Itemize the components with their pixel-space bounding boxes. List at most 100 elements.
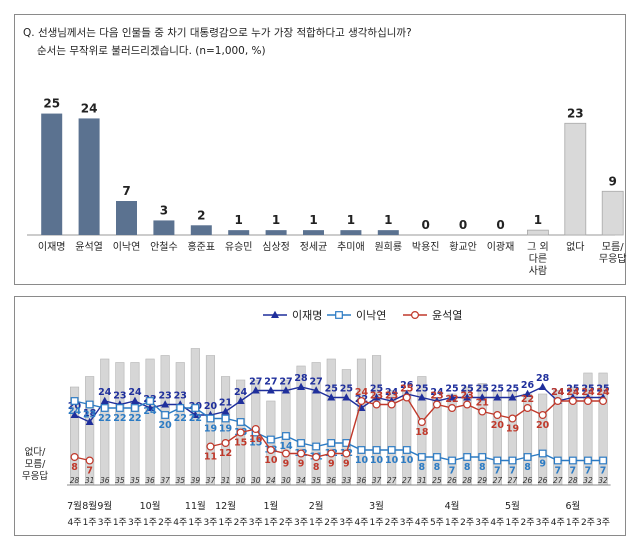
series-1-label-2: 18	[83, 408, 97, 419]
series-2-label-1: 24	[68, 406, 82, 417]
week-label-4: 1주	[113, 517, 127, 528]
series-3-marker-14	[266, 446, 275, 455]
bar-4	[153, 220, 175, 235]
series-2-marker-2	[85, 400, 94, 409]
series-1-marker-31	[523, 389, 532, 397]
series-3-label-14: 10	[264, 455, 278, 466]
nonresponse-label-12: 30	[236, 476, 246, 485]
week-label-33: 4주	[551, 517, 565, 528]
series-2-marker-22	[387, 446, 396, 454]
nonresponse-label-26: 26	[447, 476, 457, 485]
series-3-marker-15	[281, 449, 290, 458]
series-2-label-3: 22	[98, 413, 111, 424]
series-1-label-13: 27	[249, 377, 262, 388]
series-1-marker-21	[372, 393, 381, 401]
bar-15	[564, 122, 587, 236]
series-2-label-26: 7	[449, 466, 456, 477]
series-2-label-4: 22	[113, 413, 126, 424]
series-3-label-33: 24	[551, 387, 565, 398]
series-3-label-23: 25	[400, 384, 413, 395]
series-1-marker-6	[146, 403, 155, 411]
series-1-marker-24	[417, 393, 426, 401]
nonresponse-label-27: 28	[462, 476, 472, 485]
series-3-label-13: 16	[249, 434, 263, 445]
category-label-7: 심상정	[262, 241, 290, 253]
category-label-1: 이재명	[38, 241, 66, 253]
nonresponse-label-36: 32	[598, 476, 608, 485]
week-label-16: 3주	[294, 517, 308, 528]
survey-question-note: 순서는 무작위로 불러드리겠습니다. (n=1,000, %)	[37, 45, 266, 57]
category-label-4: 안철수	[150, 241, 178, 253]
series-1-label-36: 25	[596, 384, 609, 395]
week-label-18: 2주	[324, 517, 338, 528]
series-1-label-19: 25	[340, 384, 353, 395]
series-3-marker-30	[508, 414, 517, 423]
series-3-label-15: 9	[283, 459, 290, 470]
week-label-7: 2주	[158, 517, 172, 528]
series-3-marker-34	[568, 396, 577, 405]
nonresponse-label-25: 25	[432, 476, 442, 485]
series-3-label-11: 12	[219, 448, 232, 459]
series-3-label-12: 15	[234, 438, 247, 449]
series-1-marker-17	[312, 386, 321, 394]
nonresponse-bar-23	[402, 390, 412, 486]
series-1-label-4: 23	[113, 391, 126, 402]
series-2-marker-36	[599, 456, 607, 465]
series-2-label-11: 19	[219, 424, 232, 435]
category-label-15: 없다	[566, 240, 584, 253]
bar-7	[265, 230, 287, 235]
week-label-23: 3주	[400, 517, 414, 528]
series-2-label-8: 22	[174, 413, 187, 424]
nonresponse-label-19: 33	[342, 476, 352, 485]
series-3-marker-2	[85, 456, 94, 465]
series-1-marker-27	[463, 393, 472, 401]
series-1-marker-1	[70, 410, 79, 418]
data-label-16: 9	[609, 174, 617, 188]
month-label-6: 12월	[215, 500, 236, 512]
bar-9	[340, 230, 362, 235]
month-label-10: 4월	[445, 500, 460, 512]
series-3-label-10: 11	[204, 452, 217, 463]
series-2-marker-8	[176, 404, 185, 412]
nonresponse-label-35: 32	[583, 476, 593, 485]
week-label-29: 4주	[490, 517, 504, 528]
nonresponse-label-13: 30	[251, 476, 261, 485]
series-1-label-11: 21	[219, 398, 232, 409]
series-3-label-19: 9	[343, 459, 350, 470]
series-3-label-30: 19	[506, 424, 519, 435]
data-label-3: 7	[122, 184, 130, 198]
series-3-label-2: 7	[86, 466, 93, 477]
category-label-12: 황교안	[449, 241, 477, 253]
series-2-marker-10	[206, 414, 215, 423]
series-3-marker-19	[342, 449, 351, 458]
series-3-label-22: 23	[385, 391, 398, 402]
nonresponse-label-28: 29	[477, 476, 487, 485]
series-1-marker-9	[191, 410, 200, 418]
series-2-marker-21	[372, 446, 381, 454]
week-label-22: 2주	[385, 517, 399, 528]
series-3-marker-33	[553, 396, 562, 405]
nonresponse-label-29: 27	[493, 476, 503, 485]
series-3-label-36: 24	[596, 387, 610, 398]
series-3-marker-13	[251, 425, 260, 434]
series-2-marker-33	[553, 456, 562, 465]
category-label-9: 추미애	[337, 241, 365, 253]
series-1-label-25: 24	[430, 387, 444, 398]
data-label-11: 0	[422, 218, 430, 232]
legend-label-2: 이낙연	[356, 309, 386, 322]
nonresponse-label-32: 26	[538, 476, 548, 485]
nonresponse-label-30: 27	[508, 476, 518, 485]
series-3-marker-1	[70, 453, 79, 462]
series-2-marker-6	[146, 397, 154, 405]
legend-label-1: 이재명	[292, 309, 322, 322]
nonresponse-label-7: 37	[160, 476, 170, 485]
nonresponse-label-10: 37	[206, 476, 216, 485]
series-1-label-26: 25	[445, 384, 458, 395]
week-label-26: 1주	[445, 517, 459, 528]
series-1-label-23: 26	[400, 380, 414, 391]
bar-8	[303, 230, 324, 235]
series-2-label-35: 7	[585, 466, 592, 477]
series-2-label-2: 23	[83, 410, 96, 421]
nonresponse-label-1: 28	[70, 476, 80, 485]
series-2-label-24: 8	[419, 462, 426, 473]
